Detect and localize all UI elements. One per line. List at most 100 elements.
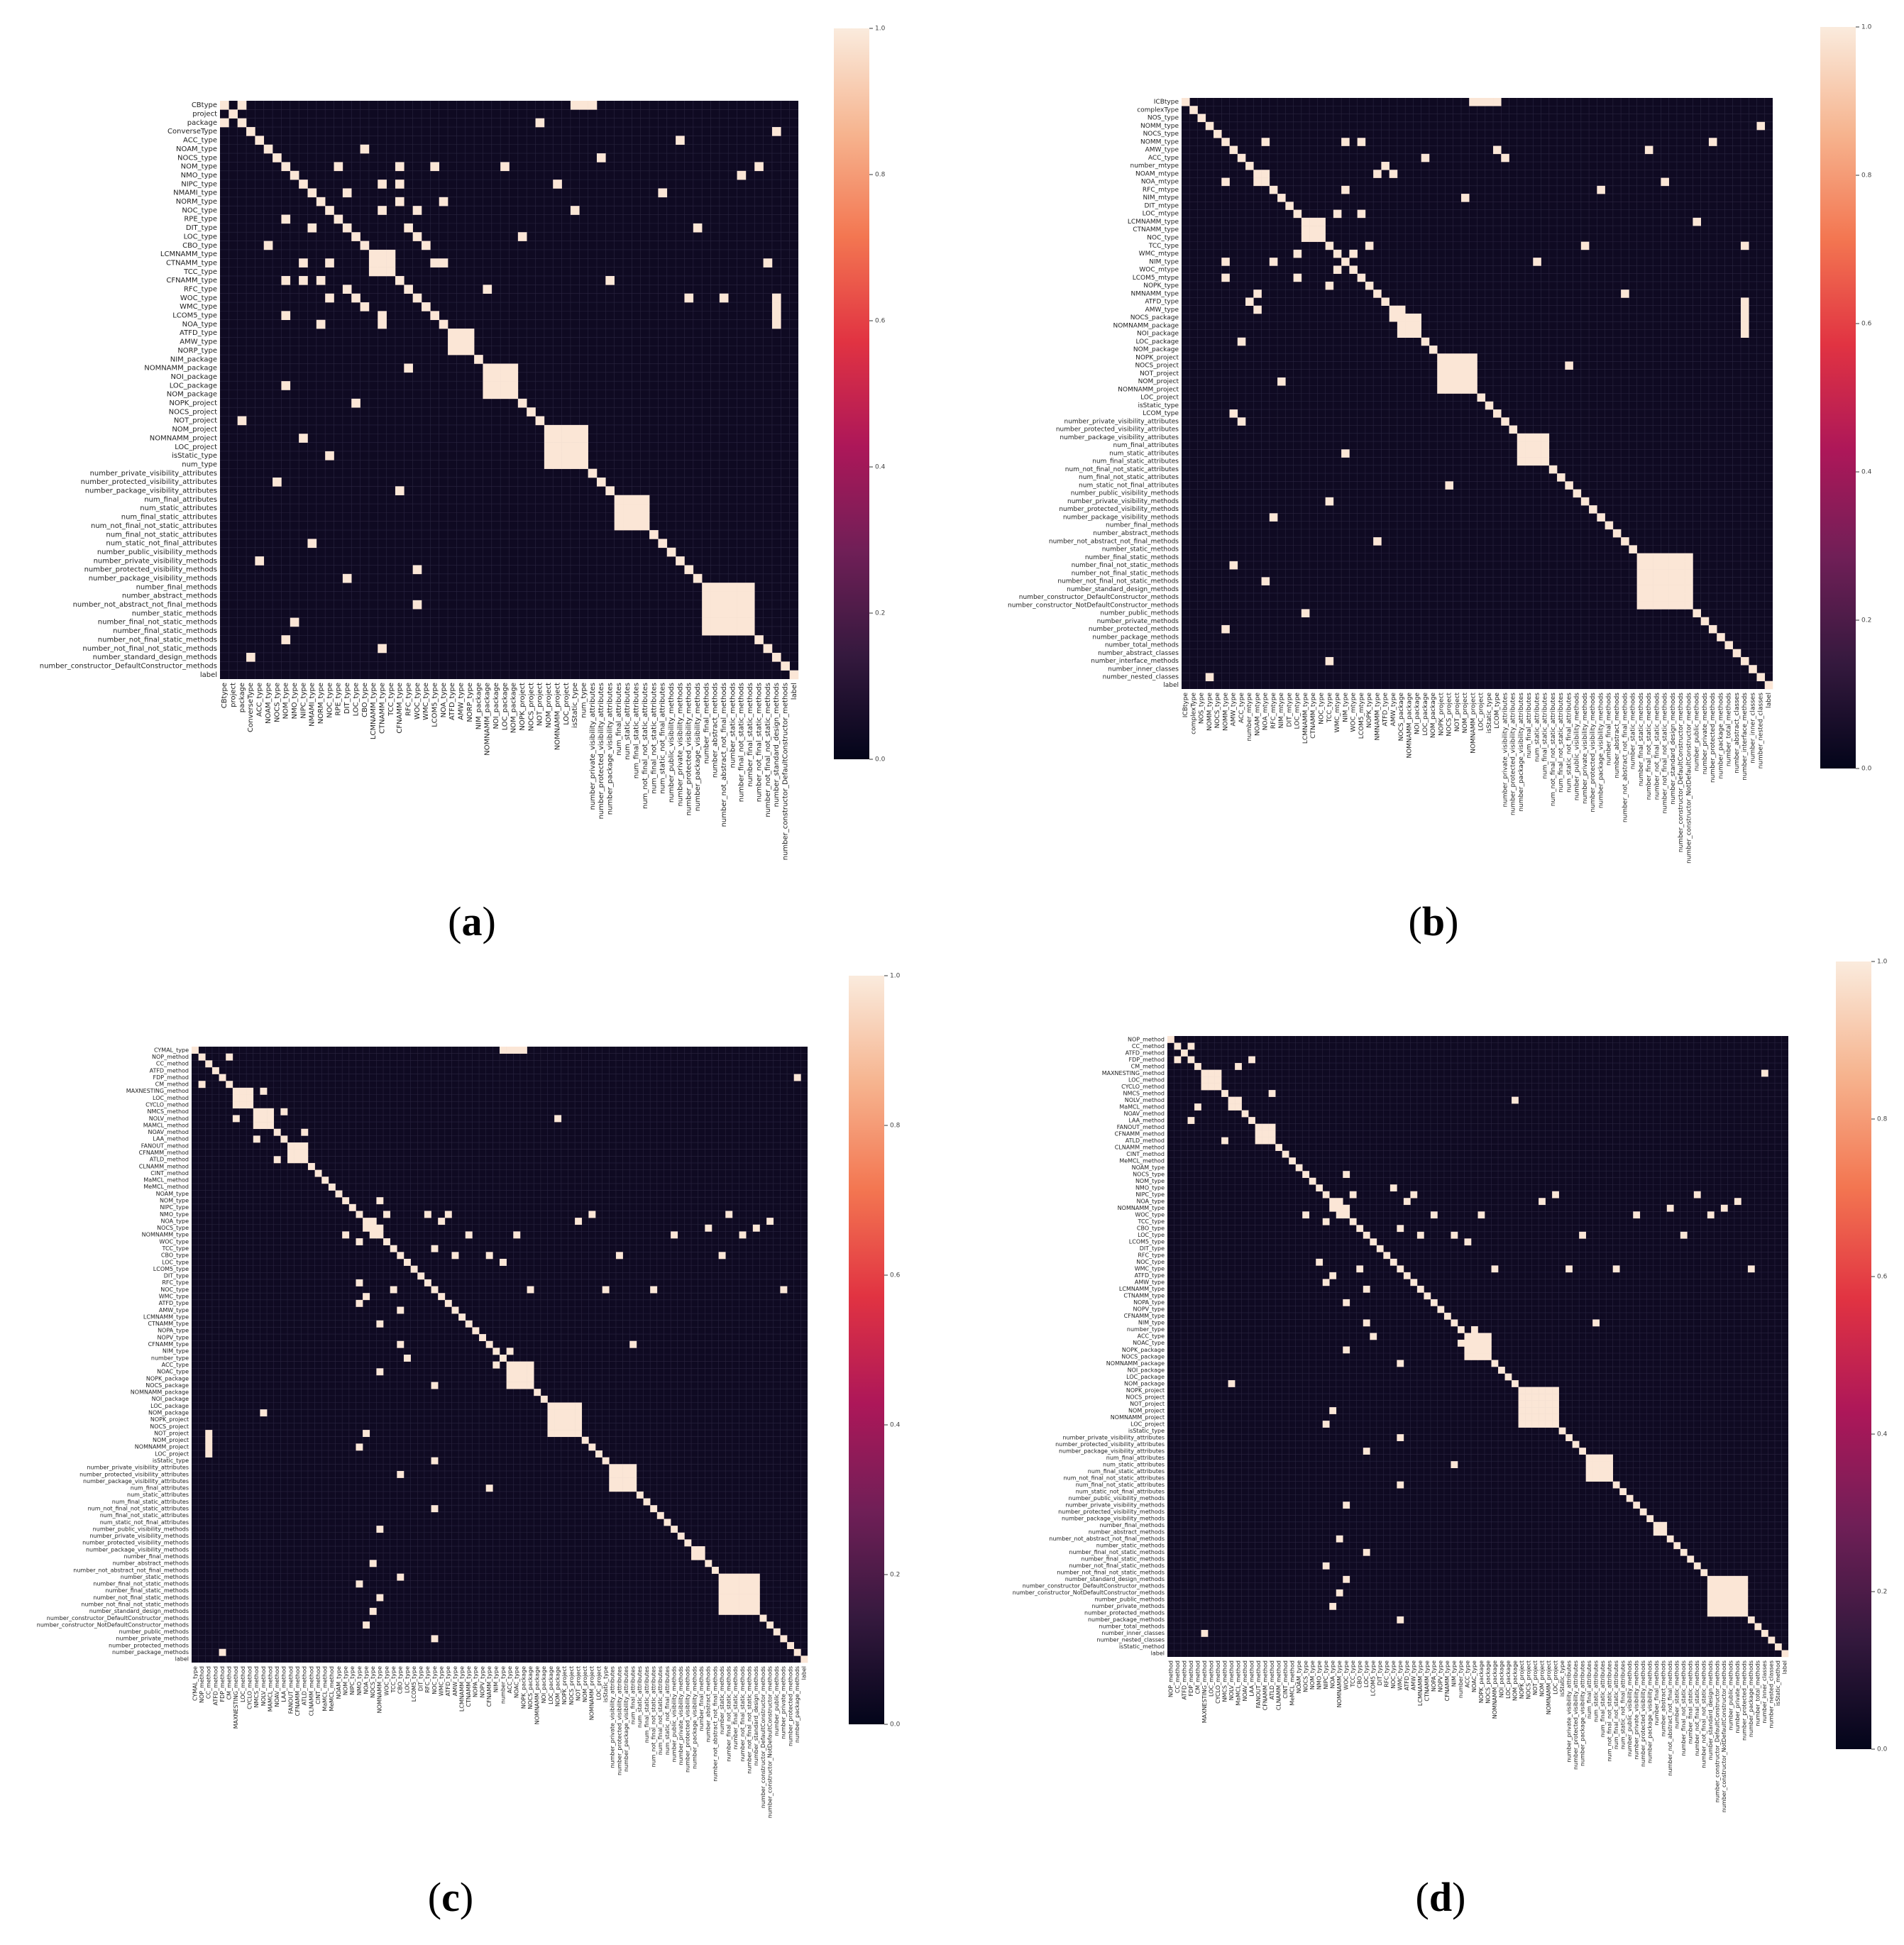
- heatmap-cell-high: [649, 530, 659, 539]
- column-tick-label: NOPK_project: [561, 1666, 568, 1704]
- heatmap-cell-high: [239, 1094, 247, 1102]
- column-tick-label: num_final_not_static_attributes: [1558, 693, 1565, 793]
- row-tick-label: NOI_package: [170, 373, 217, 381]
- column-tick-label: DIT_mtype: [1286, 693, 1293, 727]
- column-tick-label: isStatic_method: [1775, 1660, 1781, 1706]
- row-tick-label: ATFD_type: [1145, 299, 1179, 306]
- heatmap-cell-high: [1341, 185, 1350, 194]
- row-tick-label: NOC_type: [1136, 1259, 1165, 1265]
- heatmap-cell-high: [472, 1327, 480, 1335]
- column-tick-label: ATFD_type: [445, 1666, 451, 1696]
- heatmap-cell-high: [1322, 1421, 1330, 1428]
- column-tick-label: NOPK_project: [1438, 693, 1445, 736]
- heatmap-cell-high: [1685, 585, 1693, 594]
- column-tick-label: NOM_package: [1512, 1660, 1518, 1701]
- row-tick-label: NOM_project: [1138, 378, 1179, 385]
- heatmap-cell-high: [479, 1334, 487, 1342]
- column-tick-label: NOI_package: [1414, 693, 1421, 734]
- column-tick-label: FDP_method: [219, 1666, 226, 1702]
- row-tick-label: NOAM_mtype: [1135, 170, 1179, 177]
- row-tick-label: MAMCL_method: [143, 1122, 189, 1128]
- column-tick-label: TCC_type: [390, 1666, 397, 1694]
- heatmap-cell-high: [1493, 145, 1502, 155]
- heatmap-cell-high: [1268, 1130, 1276, 1137]
- heatmap-cell-high: [568, 1402, 576, 1410]
- row-tick-label: num_static_attributes: [140, 505, 217, 512]
- column-tick-label: number_final_not_static_methods: [1646, 693, 1653, 800]
- heatmap-cell-high: [640, 495, 650, 505]
- heatmap-cell-high: [397, 1470, 405, 1478]
- heatmap-cell-high: [226, 1081, 233, 1089]
- heatmap-cell-high: [1552, 1191, 1559, 1199]
- heatmap-cell-high: [1644, 569, 1653, 578]
- row-tick-label: number_protected_methods: [1089, 626, 1179, 633]
- heatmap-cell-high: [1317, 233, 1326, 242]
- column-tick-label: NOI_package: [541, 1666, 547, 1703]
- heatmap-cell-high: [1707, 1211, 1715, 1219]
- column-tick-label: num_static_not_final_attributes: [659, 683, 667, 794]
- heatmap-cell-high: [1685, 577, 1693, 585]
- heatmap-cell-high: [412, 293, 422, 303]
- heatmap-cell-high: [356, 1299, 363, 1307]
- row-tick-label: WMC_mtype: [1139, 250, 1179, 258]
- heatmap-cell-high: [1205, 673, 1214, 682]
- heatmap-cell-high: [781, 661, 790, 671]
- heatmap-cell-high: [513, 1382, 521, 1389]
- heatmap-cell-high: [1329, 1204, 1337, 1212]
- heatmap-cell-high: [1592, 1319, 1600, 1327]
- heatmap-cell-high: [1341, 138, 1350, 146]
- heatmap-cell-high: [1539, 1421, 1546, 1428]
- row-tick-label: number_package_visibility_methods: [86, 1546, 189, 1553]
- row-tick-label: NOMNAMM_project: [135, 1444, 189, 1450]
- heatmap-cell-high: [614, 495, 624, 505]
- row-tick-label: num_type: [182, 461, 217, 468]
- heatmap-cell-high: [568, 1416, 576, 1423]
- column-tick-label: TCC_type: [387, 683, 395, 717]
- row-tick-label: LOC_package: [170, 382, 217, 390]
- row-tick-label: LOC_type: [184, 233, 217, 241]
- row-tick-label: NOAM_type: [156, 1191, 189, 1197]
- heatmap-cell-high: [431, 1635, 439, 1643]
- heatmap-cell-high: [1317, 217, 1326, 226]
- heatmap-cell-high: [483, 372, 492, 382]
- heatmap-cell-high: [1685, 569, 1693, 578]
- heatmap-cell-high: [698, 1546, 705, 1553]
- heatmap-cell-high: [376, 1224, 384, 1232]
- heatmap-cell-high: [363, 1218, 370, 1225]
- heatmap-cell-high: [404, 223, 413, 233]
- heatmap-cell-high: [702, 609, 711, 618]
- row-tick-label: number_protected_visibility_attributes: [1055, 1441, 1165, 1448]
- heatmap-cell-high: [739, 1587, 747, 1594]
- column-tick-label: CINT_method: [1282, 1660, 1289, 1699]
- heatmap-cell-high: [1336, 1198, 1343, 1206]
- heatmap-cell-high: [1275, 1144, 1282, 1151]
- row-tick-label: number_constructor_NotDefaultConstructor…: [37, 1621, 189, 1628]
- column-tick-label: number_constructor_NotDefaultConstructor…: [1685, 693, 1693, 864]
- row-tick-label: number_static_methods: [132, 610, 217, 617]
- heatmap-cell-high: [1700, 1569, 1708, 1577]
- heatmap-cell-high: [1430, 1299, 1438, 1306]
- heatmap-cell-high: [1673, 1542, 1681, 1550]
- row-tick-label: number_private_visibility_methods: [94, 557, 217, 565]
- heatmap-cell-high: [677, 1532, 685, 1540]
- column-tick-label: num_final_not_static_attributes: [657, 1666, 664, 1755]
- heatmap-cell-high: [506, 1047, 514, 1054]
- row-tick-label: number_public_visibility_methods: [1069, 1495, 1165, 1502]
- heatmap-cell-high: [771, 652, 781, 662]
- heatmap-cell-high: [745, 591, 755, 601]
- heatmap-cell-high: [1606, 1467, 1614, 1475]
- heatmap-cell-high: [1512, 1096, 1519, 1104]
- heatmap-cell-high: [422, 241, 431, 250]
- heatmap-cell-high: [1248, 1056, 1255, 1064]
- column-tick-label: num_final_not_static_attributes: [650, 683, 658, 794]
- column-tick-label: number_constructor_NotDefaultConstructor…: [766, 1666, 773, 1818]
- column-tick-label: LOC_type: [404, 1666, 410, 1693]
- heatmap-cell-high: [702, 600, 711, 610]
- heatmap-cell-high: [1255, 1137, 1262, 1145]
- heatmap-cell-high: [623, 512, 632, 522]
- heatmap-cell-high: [1606, 1475, 1614, 1482]
- column-tick-label: number_inner_classes: [1761, 1660, 1768, 1724]
- heatmap-cell-high: [1253, 177, 1262, 187]
- column-tick-label: NOCS_project: [1446, 693, 1453, 737]
- row-tick-label: AMW_type: [1145, 147, 1179, 154]
